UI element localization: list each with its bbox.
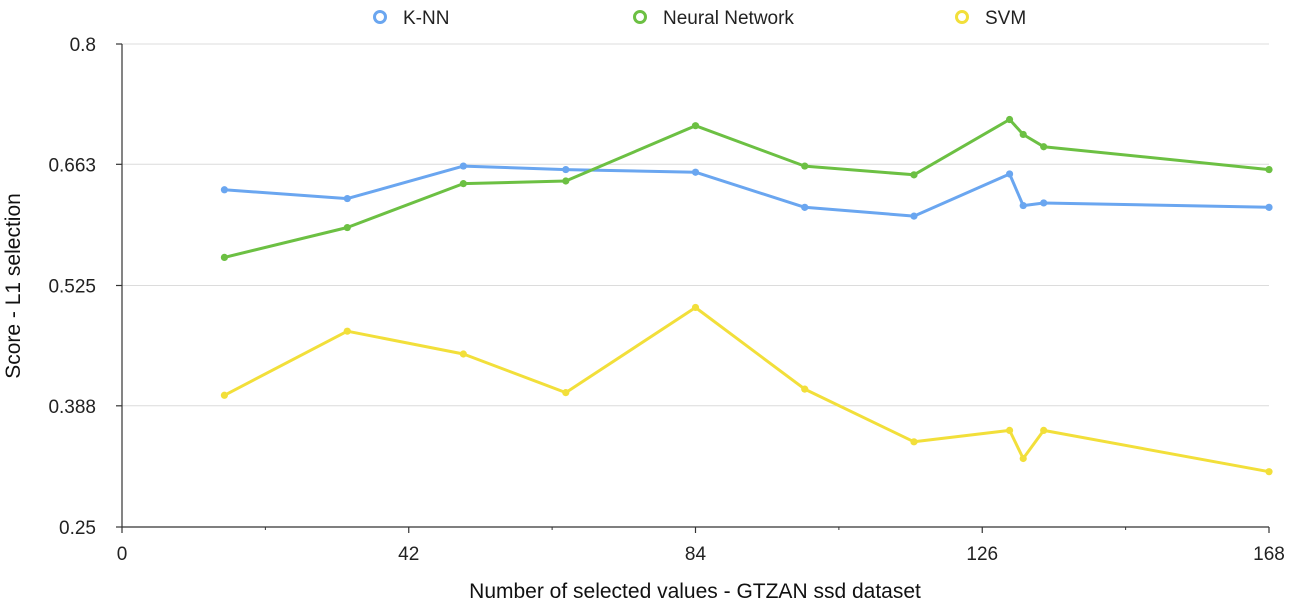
- y-axis-title: Score - L1 selection: [2, 193, 25, 379]
- legend-label: Neural Network: [663, 8, 794, 29]
- y-tick-label: 0.8: [70, 35, 96, 56]
- legend-marker: [633, 10, 647, 24]
- data-point: [910, 438, 918, 446]
- data-point: [343, 223, 351, 232]
- y-tick-label: 0.388: [48, 397, 96, 418]
- y-tick-label: 0.525: [48, 277, 96, 298]
- data-point: [801, 162, 809, 170]
- data-point: [220, 253, 229, 261]
- data-point: [562, 165, 570, 174]
- series-line: [224, 164, 1270, 218]
- y-tick-label: 0.25: [59, 518, 96, 539]
- data-point: [1019, 454, 1027, 463]
- data-point: [1040, 426, 1048, 434]
- series-group: [220, 115, 1273, 476]
- data-point: [459, 180, 467, 188]
- legend-item: K-NN: [373, 8, 449, 29]
- data-point: [801, 203, 809, 211]
- data-point: [459, 350, 467, 358]
- data-point: [343, 194, 351, 203]
- legend-marker: [955, 10, 969, 24]
- x-tick-label: 84: [685, 544, 707, 565]
- data-point: [691, 122, 700, 130]
- data-point: [1019, 130, 1027, 139]
- data-point: [910, 171, 918, 179]
- axes: [116, 43, 1270, 533]
- legend-label: SVM: [985, 8, 1026, 29]
- data-point: [801, 385, 809, 393]
- y-tick-label: 0.663: [48, 155, 96, 176]
- data-point: [1040, 143, 1048, 151]
- data-point: [220, 391, 229, 399]
- x-tick-label: 42: [398, 544, 419, 565]
- data-point: [1265, 468, 1273, 476]
- data-point: [1005, 115, 1014, 124]
- data-point: [220, 186, 229, 194]
- data-point: [562, 177, 570, 185]
- x-tick-label: 0: [117, 544, 128, 565]
- data-point: [1265, 203, 1273, 211]
- legend-label: K-NN: [403, 8, 449, 29]
- gridlines: [122, 43, 1269, 407]
- legend-item: Neural Network: [633, 8, 794, 29]
- x-tick-label: 168: [1253, 544, 1285, 565]
- data-point: [691, 168, 700, 176]
- data-point: [343, 327, 351, 335]
- data-point: [1019, 201, 1027, 210]
- series-k-nn: [220, 162, 1273, 220]
- data-point: [1005, 170, 1014, 178]
- data-point: [1040, 199, 1048, 207]
- data-point: [1005, 426, 1014, 434]
- data-point: [691, 303, 700, 312]
- series-line: [223, 306, 1270, 474]
- tick-labels: 0.25 0.388 0.525 0.663 0.8 0 42 84 126 168: [48, 35, 1284, 565]
- data-point: [910, 212, 918, 220]
- data-point: [1265, 165, 1273, 174]
- legend: K-NN Neural Network SVM: [373, 8, 1026, 29]
- data-point: [562, 389, 570, 397]
- series-neural-network: [220, 115, 1273, 261]
- legend-marker: [373, 10, 387, 24]
- series-svm: [220, 303, 1273, 476]
- data-point: [459, 162, 467, 170]
- legend-item: SVM: [955, 8, 1026, 29]
- x-axis-title: Number of selected values - GTZAN ssd da…: [469, 580, 921, 603]
- x-tick-label: 126: [966, 544, 998, 565]
